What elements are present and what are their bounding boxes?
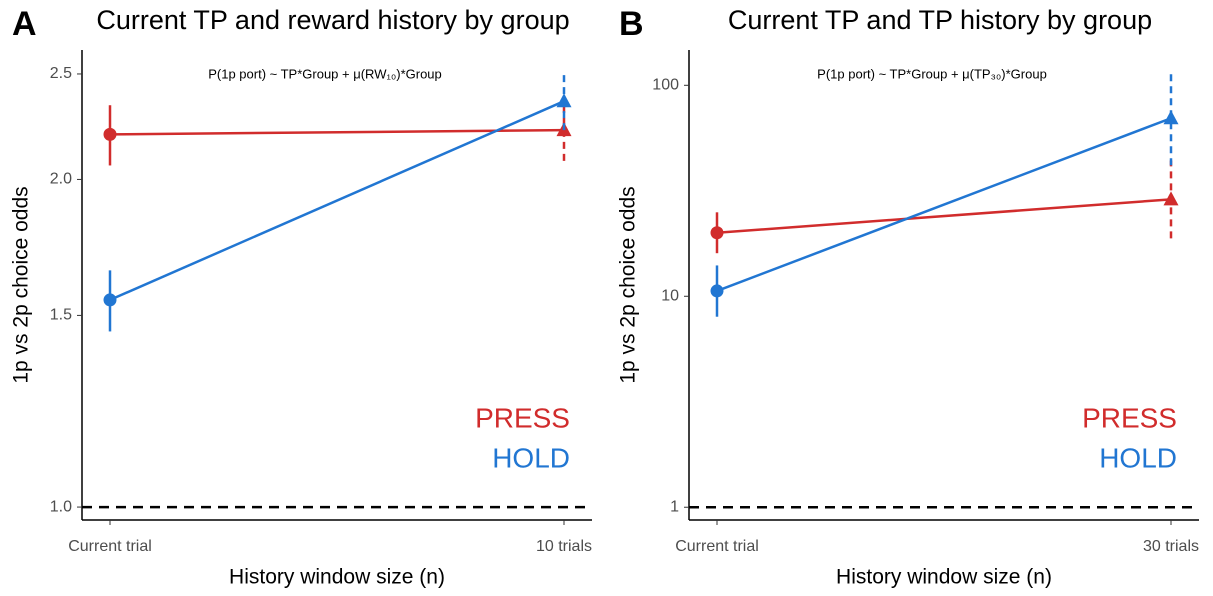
y-tick-label: 2.5 — [50, 65, 72, 82]
panel-label: B — [619, 5, 644, 43]
legend-entry: PRESS — [475, 402, 570, 433]
point — [710, 226, 724, 240]
y-tick-label: 1.0 — [50, 498, 72, 515]
panel-label: A — [12, 5, 37, 43]
legend-entry: HOLD — [1099, 442, 1177, 473]
y-tick-label: 1.5 — [50, 307, 72, 324]
chart-title: Current TP and TP history by group — [728, 5, 1152, 35]
x-axis-label: History window size (n) — [836, 566, 1052, 589]
y-axis-label: 1p vs 2p choice odds — [617, 186, 640, 383]
x-tick-label: 10 trials — [536, 538, 592, 555]
y-axis-label: 1p vs 2p choice odds — [10, 186, 33, 383]
y-tick-label: 1 — [670, 498, 679, 515]
x-tick-label: Current trial — [675, 538, 759, 555]
y-tick-label: 10 — [661, 287, 679, 304]
x-axis-label: History window size (n) — [229, 566, 445, 589]
legend-entry: HOLD — [492, 442, 570, 473]
point — [103, 293, 117, 307]
point — [1163, 191, 1179, 206]
y-tick-label: 100 — [652, 77, 679, 94]
point — [556, 93, 572, 108]
annotation: P(1p port) ~ TP*Group + μ(TP₃₀)*Group — [817, 66, 1047, 81]
series-line — [716, 117, 1172, 293]
x-tick-label: Current trial — [68, 538, 152, 555]
chart-title: Current TP and reward history by group — [96, 5, 569, 35]
y-tick-label: 2.0 — [50, 171, 72, 188]
series-line — [109, 100, 565, 302]
series-line — [109, 128, 565, 136]
point — [1163, 110, 1179, 125]
x-tick-label: 30 trials — [1143, 538, 1199, 555]
series-line — [716, 198, 1172, 235]
annotation: P(1p port) ~ TP*Group + μ(RW₁₀)*Group — [208, 66, 442, 81]
point — [710, 284, 724, 298]
legend-entry: PRESS — [1082, 402, 1177, 433]
point — [103, 127, 117, 141]
